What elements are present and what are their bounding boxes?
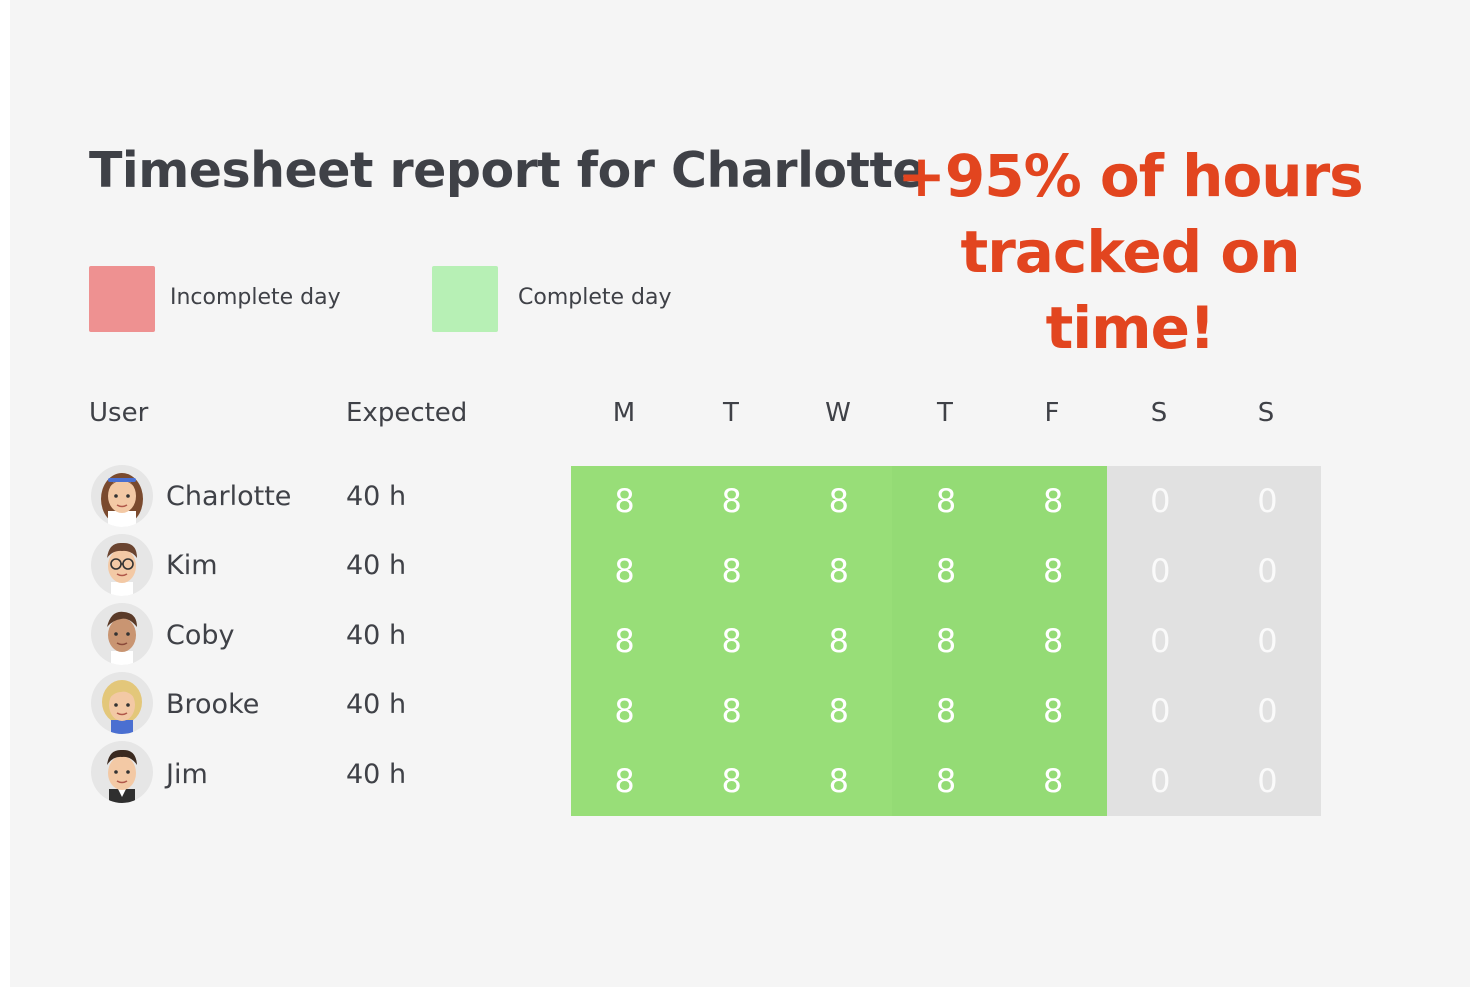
hours-cell: 8: [785, 676, 893, 746]
user-name-charlotte: Charlotte: [166, 481, 292, 512]
column-header-tuesday: T: [723, 398, 739, 428]
hours-cell: 8: [999, 746, 1107, 816]
hours-cell: 8: [785, 606, 893, 676]
hours-cell: 8: [999, 536, 1107, 606]
legend-swatch-incomplete: [89, 266, 155, 332]
hours-cell: 8: [999, 676, 1107, 746]
hours-cell: 8: [999, 466, 1107, 536]
column-header-sunday: S: [1257, 398, 1275, 428]
legend-label-complete: Complete day: [518, 285, 672, 310]
expected-hours-charlotte: 40 h: [346, 481, 407, 512]
hours-cell: 0: [1213, 676, 1321, 746]
column-header-wednesday: W: [825, 398, 851, 428]
promo-headline: +95% of hours tracked on time!: [890, 138, 1370, 366]
hours-cell: 0: [1213, 746, 1321, 816]
user-name-brooke: Brooke: [166, 689, 260, 720]
hours-cell: 8: [785, 466, 893, 536]
hours-grid: 8 8 8 8 8 0 0 8 8 8 8 8 0 0 8 8 8 8 8 0 …: [571, 466, 1321, 816]
hours-cell: 0: [1106, 676, 1214, 746]
hours-cell: 8: [785, 536, 893, 606]
column-header-expected: Expected: [346, 398, 468, 428]
promo-line-1: +95% of hours: [897, 142, 1363, 210]
hours-cell: 8: [678, 676, 786, 746]
hours-cell: 8: [892, 536, 1000, 606]
legend-swatch-complete: [432, 266, 498, 332]
column-header-friday: F: [1044, 398, 1060, 428]
hours-cell: 8: [571, 606, 679, 676]
hours-cell: 8: [892, 466, 1000, 536]
hours-cell: 8: [785, 746, 893, 816]
avatar-brooke: [91, 672, 153, 734]
hours-cell: 8: [571, 536, 679, 606]
avatar-charlotte: [91, 465, 153, 527]
hours-cell: 0: [1213, 536, 1321, 606]
hours-cell: 8: [678, 466, 786, 536]
hours-cell: 0: [1213, 606, 1321, 676]
expected-hours-brooke: 40 h: [346, 689, 407, 720]
hours-cell: 8: [999, 606, 1107, 676]
expected-hours-coby: 40 h: [346, 620, 407, 651]
avatar-kim: [91, 534, 153, 596]
expected-hours-kim: 40 h: [346, 550, 407, 581]
user-name-coby: Coby: [166, 620, 235, 651]
user-name-jim: Jim: [166, 759, 208, 790]
user-name-kim: Kim: [166, 550, 218, 581]
legend-label-incomplete: Incomplete day: [170, 285, 341, 310]
hours-cell: 0: [1106, 606, 1214, 676]
hours-cell: 8: [892, 606, 1000, 676]
page-title: Timesheet report for Charlotte: [89, 142, 926, 199]
avatar-jim: [91, 741, 153, 803]
hours-cell: 8: [678, 746, 786, 816]
hours-cell: 8: [678, 606, 786, 676]
hours-cell: 8: [571, 676, 679, 746]
column-header-thursday: T: [937, 398, 953, 428]
hours-cell: 0: [1106, 466, 1214, 536]
column-header-saturday: S: [1150, 398, 1168, 428]
hours-cell: 0: [1106, 746, 1214, 816]
hours-cell: 8: [571, 466, 679, 536]
hours-cell: 0: [1106, 536, 1214, 606]
column-header-user: User: [89, 398, 149, 428]
hours-cell: 8: [678, 536, 786, 606]
promo-line-2: tracked on time!: [960, 218, 1300, 362]
expected-hours-jim: 40 h: [346, 759, 407, 790]
hours-cell: 0: [1213, 466, 1321, 536]
avatar-coby: [91, 603, 153, 665]
hours-cell: 8: [892, 676, 1000, 746]
column-header-monday: M: [612, 398, 636, 428]
hours-cell: 8: [571, 746, 679, 816]
hours-cell: 8: [892, 746, 1000, 816]
